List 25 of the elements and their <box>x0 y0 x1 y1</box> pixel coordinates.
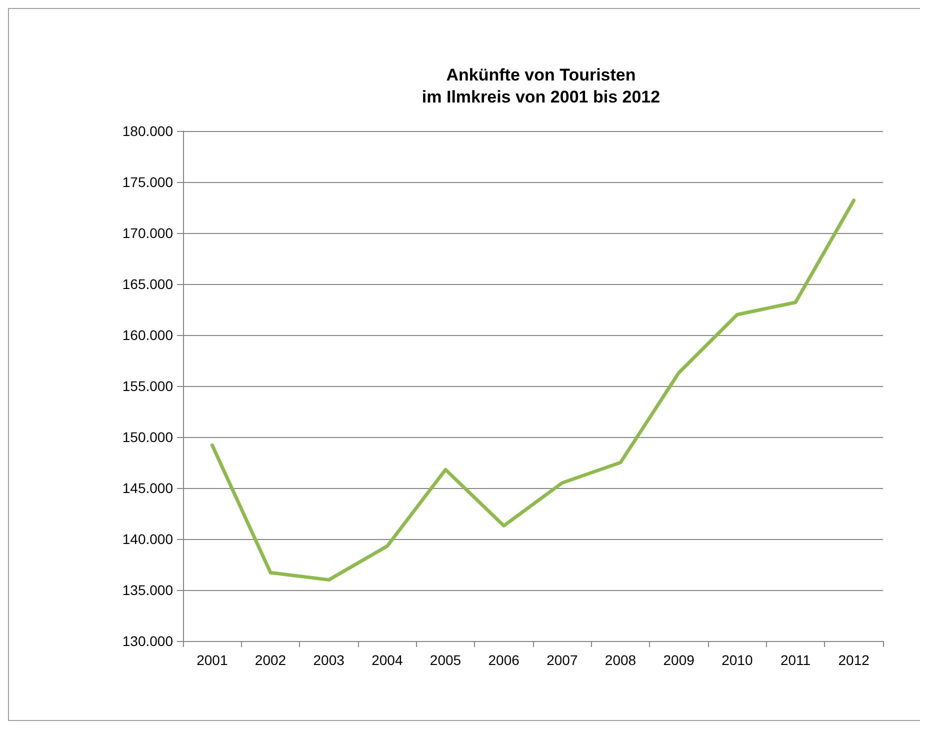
y-tick-label: 170.000 <box>122 225 174 241</box>
y-tick-label: 160.000 <box>122 327 174 343</box>
x-tick-label: 2003 <box>313 652 345 668</box>
y-tick-label: 165.000 <box>122 276 174 292</box>
x-tick-label: 2006 <box>488 652 520 668</box>
x-tick-label: 2002 <box>254 652 286 668</box>
x-tick-label: 2005 <box>430 652 462 668</box>
x-tick-label: 2007 <box>546 652 578 668</box>
y-tick-label: 180.000 <box>122 123 174 139</box>
x-tick-label: 2001 <box>196 652 228 668</box>
line-series <box>210 198 856 582</box>
x-tick-label: 2012 <box>838 652 870 668</box>
x-tick-label: 2009 <box>663 652 695 668</box>
y-tick-label: 145.000 <box>122 480 174 496</box>
y-tick-label: 130.000 <box>122 633 174 649</box>
y-tick-label: 155.000 <box>122 378 174 394</box>
x-tick-label: 2010 <box>722 652 753 668</box>
y-tick-label: 150.000 <box>122 429 174 445</box>
x-tick-label: 2011 <box>780 652 811 668</box>
y-tick-label: 135.000 <box>122 582 174 598</box>
x-tick-label: 2008 <box>604 652 636 668</box>
x-tick-label: 2004 <box>372 652 403 668</box>
chart-title: Ankünfte von Touristen im Ilmkreis von 2001 bis 2012 <box>422 66 660 106</box>
y-tick-label: 175.000 <box>122 174 174 190</box>
y-tick-label: 140.000 <box>122 531 174 547</box>
